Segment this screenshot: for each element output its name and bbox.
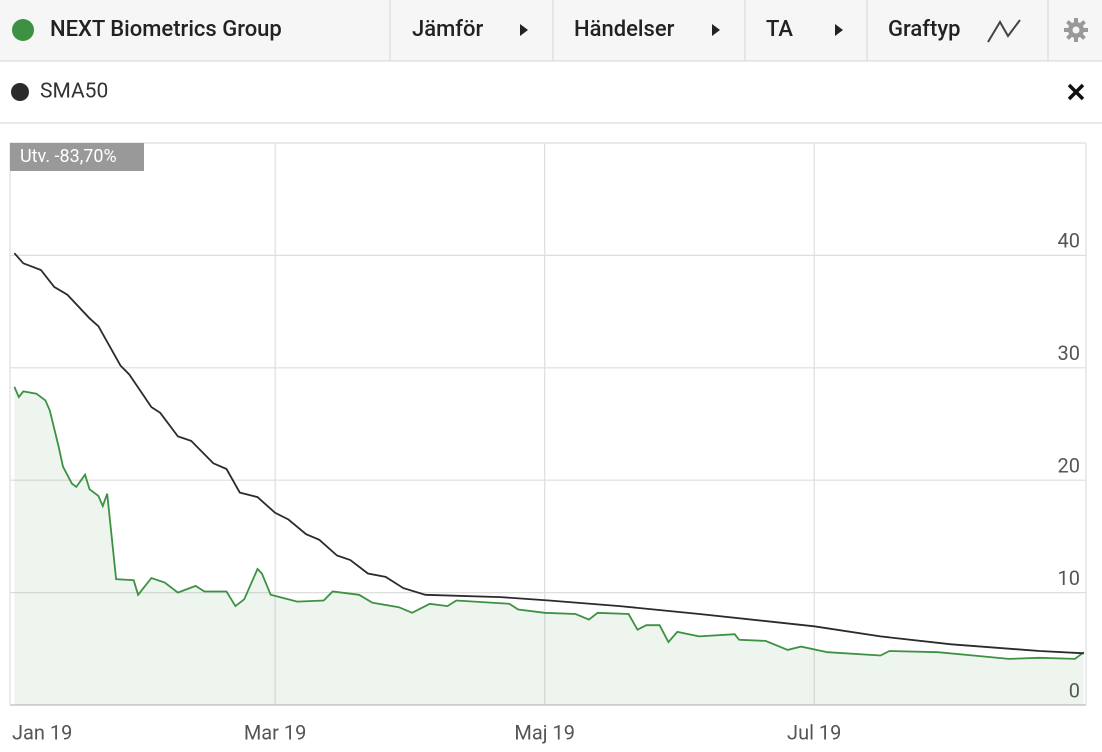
settings-icon[interactable] [1064, 18, 1088, 42]
y-tick-label: 0 [1069, 678, 1080, 702]
x-tick-label: Maj 19 [514, 720, 575, 744]
x-tick-label: Jul 19 [787, 720, 841, 744]
menu-events[interactable]: Händelser [574, 17, 675, 42]
legend-dot [11, 83, 29, 101]
line [13, 252, 1084, 655]
menu-arrow [712, 24, 720, 36]
toolbar-separators [389, 0, 1049, 61]
menu-arrow [520, 24, 528, 36]
menu-ta[interactable]: TA [766, 17, 793, 42]
series-dot [12, 19, 34, 41]
line [13, 386, 1085, 660]
instrument-name[interactable]: NEXT Biometrics Group [50, 17, 282, 42]
annotation: Utv. -83,70% [20, 146, 117, 167]
toolbar [0, 0, 1102, 61]
close-button[interactable] [1067, 83, 1085, 101]
plot: 0 10 20 30 40 Jan 19 Mar 19 Maj 19 Jul 19 Utv. -8… [9, 142, 1087, 744]
menu-compare[interactable]: Jämför [412, 17, 483, 42]
y-tick-label: 20 [1058, 453, 1080, 477]
legend-label: SMA50 [40, 80, 108, 104]
area [14, 386, 1084, 705]
y-tick-label: 10 [1058, 566, 1080, 590]
y-tick-label: 30 [1058, 341, 1080, 365]
x-tick-label: Jan 19 [12, 720, 72, 744]
y-tick-label: 40 [1058, 229, 1080, 253]
annotation-box [10, 143, 144, 171]
menu-charttype[interactable]: Graftyp [888, 17, 960, 42]
menu-arrow [835, 24, 843, 36]
charttype-icon [987, 19, 1021, 43]
x-tick-label: Mar 19 [244, 720, 307, 744]
